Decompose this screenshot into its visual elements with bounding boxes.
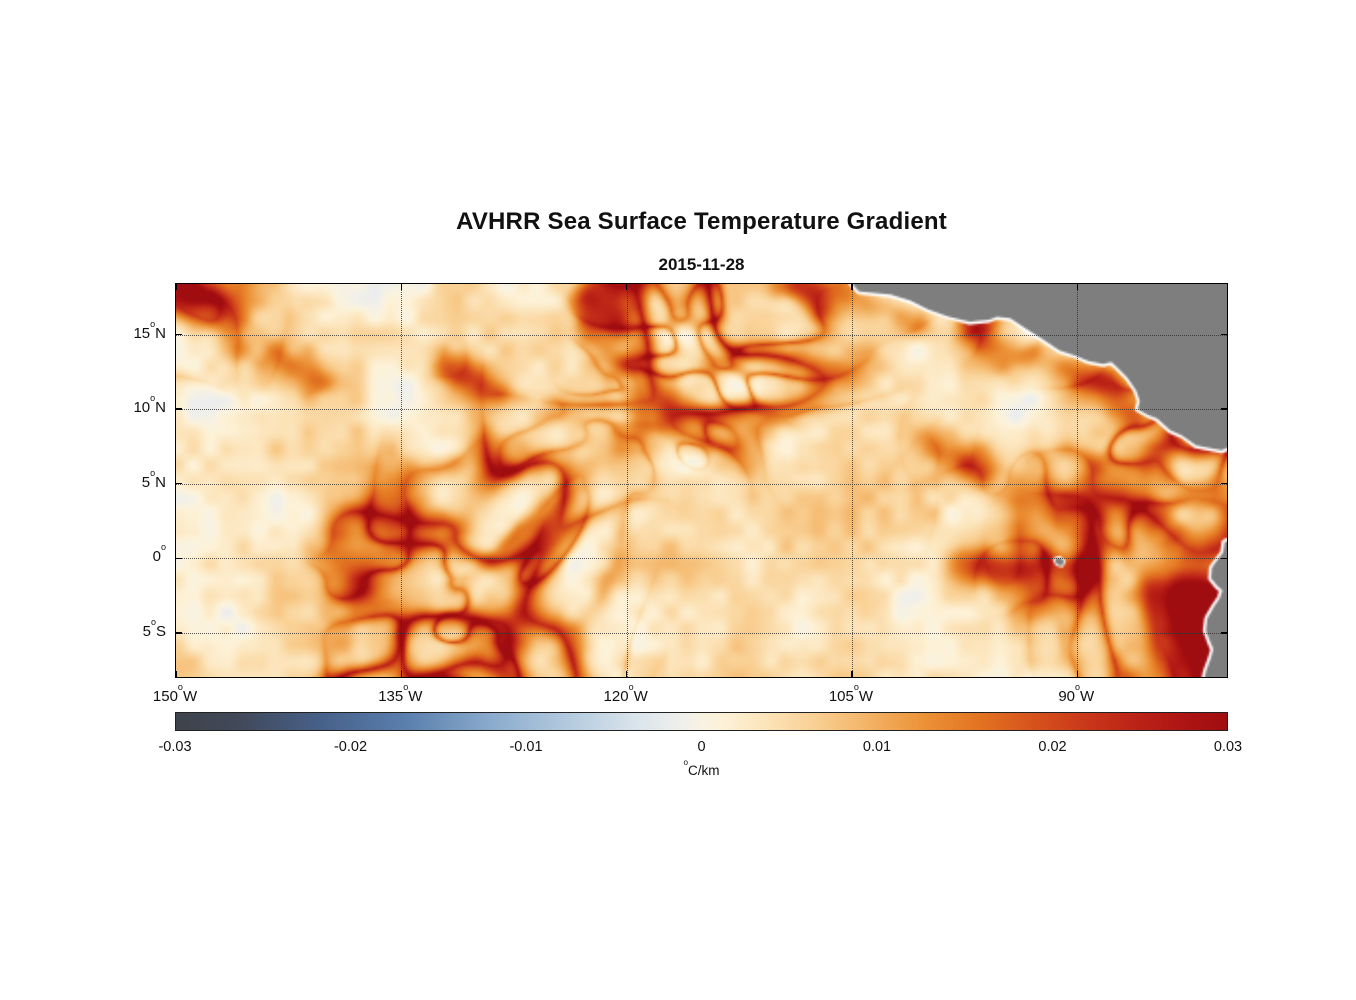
colorbar-tick-label: -0.02 (333, 739, 368, 755)
degree-superscript: o (1075, 682, 1081, 693)
y-axis-tick-label: 5oS (142, 616, 166, 640)
map-plot-area (175, 283, 1228, 678)
degree-superscript: o (683, 758, 688, 768)
x-axis-tick-label: 105oW (828, 682, 874, 705)
colorbar-tick-label: 0.03 (1213, 739, 1243, 755)
colorbar-tick-label: 0 (697, 739, 706, 755)
degree-superscript: o (160, 542, 166, 553)
x-axis-tick-label: 120oW (603, 682, 648, 705)
sst-gradient-field-canvas (176, 284, 1227, 677)
y-axis-tick-label: 10oN (133, 393, 166, 417)
degree-superscript: o (150, 467, 156, 478)
degree-superscript: o (177, 682, 183, 693)
colorbar-tick-label: -0.03 (158, 739, 192, 755)
colorbar-tick-label: -0.01 (509, 739, 543, 755)
colorbar-unit-label: oC/km (683, 758, 720, 778)
colorbar-tick-label: 0.02 (1038, 739, 1067, 755)
degree-superscript: o (150, 616, 156, 627)
figure-title: AVHRR Sea Surface Temperature Gradient (456, 208, 947, 235)
y-axis-tick-label: 15oN (133, 318, 166, 342)
y-axis-tick-label: 5oN (141, 467, 166, 491)
degree-superscript: o (150, 318, 156, 329)
x-axis-tick-label: 135oW (378, 682, 423, 705)
colorbar-tick-label: 0.01 (862, 739, 892, 755)
degree-superscript: o (628, 682, 634, 693)
colorbar (175, 712, 1228, 731)
degree-superscript: o (150, 393, 156, 404)
y-axis-tick-label: 0o (152, 542, 166, 566)
degree-superscript: o (853, 682, 859, 693)
x-axis-tick-label: 150oW (152, 682, 198, 705)
degree-superscript: o (403, 682, 409, 693)
figure-date: 2015-11-28 (658, 255, 745, 274)
x-axis-tick-label: 90oW (1058, 682, 1095, 705)
